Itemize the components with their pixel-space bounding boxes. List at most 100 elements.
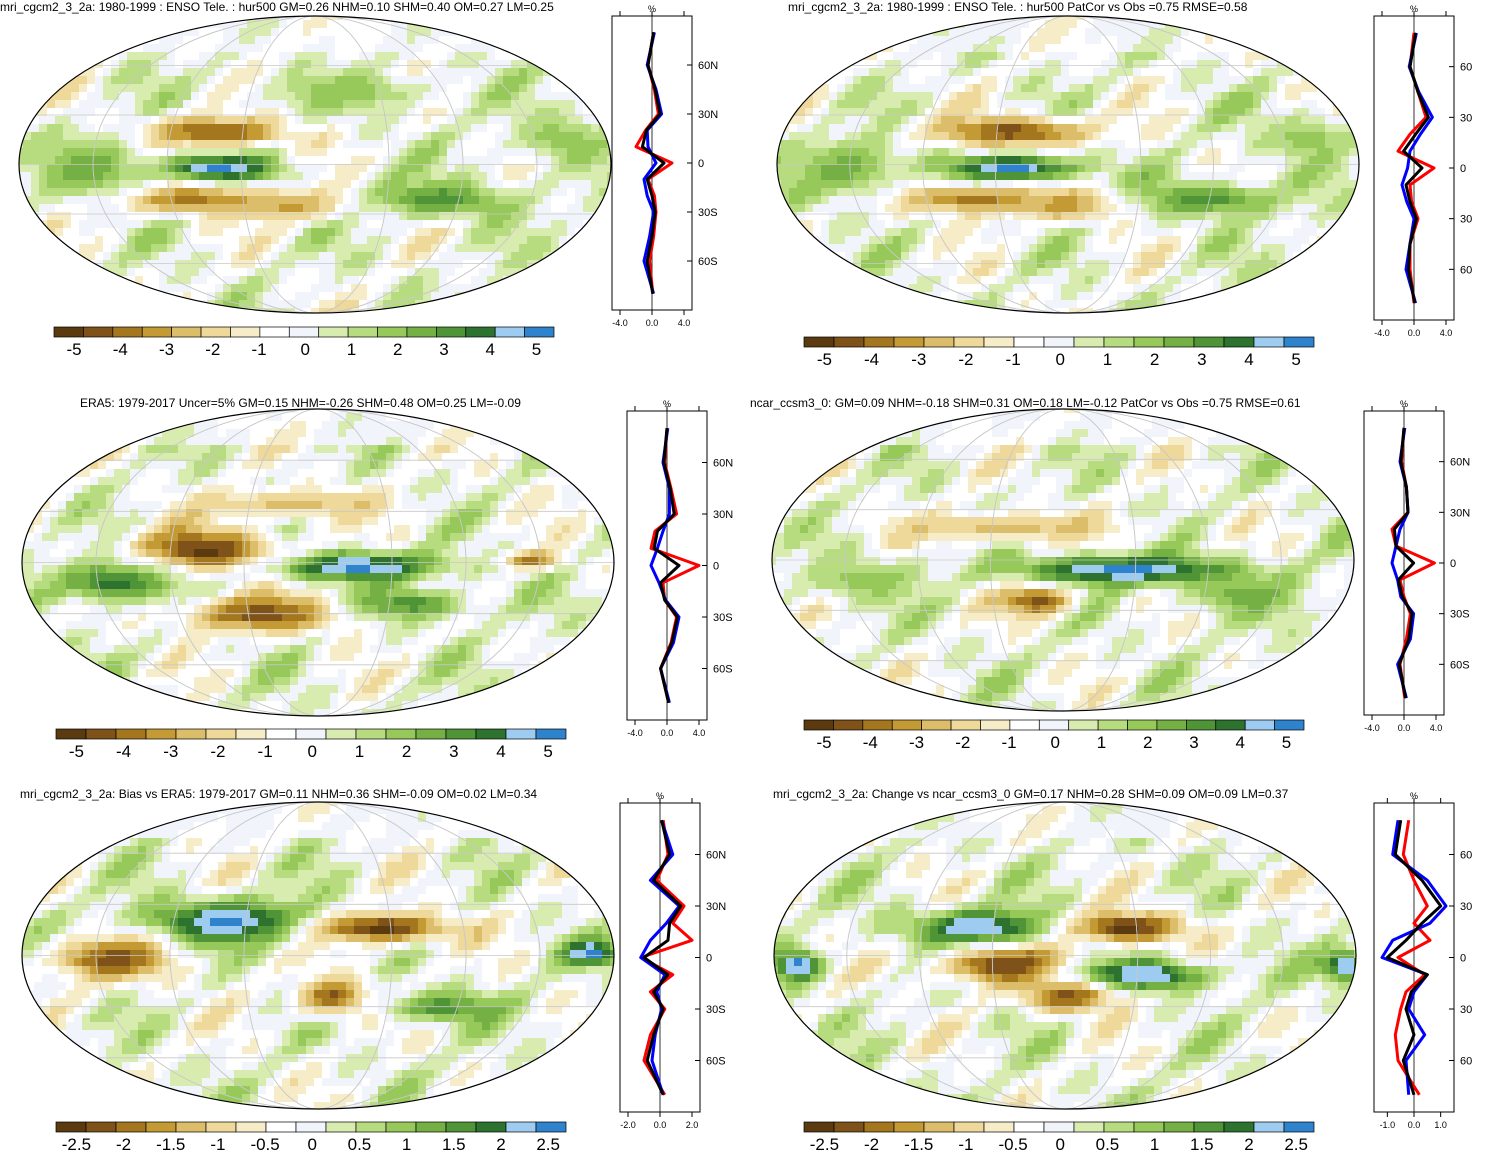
lat-tick-label: 60N bbox=[698, 60, 718, 72]
x-tick-label: 4.0 bbox=[678, 318, 691, 328]
lat-tick-label: 30 bbox=[1460, 112, 1472, 124]
colorbar-label: 1 bbox=[402, 1135, 411, 1154]
lat-tick-label: 30N bbox=[1450, 507, 1470, 519]
colorbar-swatch bbox=[1157, 720, 1186, 730]
lat-tick-label: 60 bbox=[1460, 264, 1472, 276]
colorbar-swatch bbox=[1134, 337, 1164, 347]
colorbar-label: -3 bbox=[911, 350, 926, 369]
lat-tick-label: 0 bbox=[1460, 953, 1466, 965]
colorbar-label: 3 bbox=[1189, 733, 1198, 752]
colorbar-label: -1 bbox=[1001, 733, 1016, 752]
colorbar-label: -1 bbox=[258, 742, 273, 761]
colorbar-label: 1.5 bbox=[1190, 1135, 1214, 1154]
colorbar-swatch bbox=[525, 327, 554, 337]
colorbar-swatch bbox=[266, 729, 296, 739]
colorbar-swatch bbox=[536, 1122, 566, 1132]
colorbar-swatch bbox=[833, 720, 862, 730]
x-tick-label: -4.0 bbox=[612, 318, 628, 328]
colorbar-swatch bbox=[1074, 337, 1104, 347]
x-tick-label: 0.0 bbox=[1408, 328, 1421, 338]
colorbar-label: 5 bbox=[1282, 733, 1291, 752]
colorbar-label: 5 bbox=[532, 340, 541, 359]
colorbar-label: -4 bbox=[864, 350, 879, 369]
colorbar-swatch bbox=[984, 337, 1014, 347]
colorbar-label: -5 bbox=[66, 340, 81, 359]
colorbar-swatch bbox=[86, 729, 116, 739]
lat-tick-label: 0 bbox=[706, 953, 712, 965]
colorbar-swatch bbox=[356, 1122, 386, 1132]
x-tick-label: 0.0 bbox=[1408, 1120, 1421, 1130]
colorbar-swatch bbox=[1104, 337, 1134, 347]
colorbar-label: -4 bbox=[863, 733, 878, 752]
colorbar-swatch bbox=[1014, 1122, 1044, 1132]
colorbar-swatch bbox=[56, 1122, 86, 1132]
colorbar-label: 1 bbox=[347, 340, 356, 359]
lat-tick-label: 60 bbox=[1460, 1056, 1472, 1068]
x-tick-label: 0.0 bbox=[654, 1120, 667, 1130]
colorbar-swatch bbox=[378, 327, 407, 337]
lat-tick-label: 30S bbox=[713, 612, 733, 624]
colorbar-swatch bbox=[83, 327, 112, 337]
colorbar-swatch bbox=[506, 729, 536, 739]
colorbar-swatch bbox=[206, 729, 236, 739]
colorbar-label: -0.5 bbox=[250, 1135, 279, 1154]
colorbar-label: 1 bbox=[1103, 350, 1112, 369]
colorbar-label: 1.5 bbox=[442, 1135, 466, 1154]
x-tick-label: 4.0 bbox=[1440, 328, 1453, 338]
colorbar-swatch bbox=[863, 720, 892, 730]
colorbar-swatch bbox=[984, 1122, 1014, 1132]
x-tick-label: -4.0 bbox=[1374, 328, 1390, 338]
colorbar-swatch bbox=[266, 1122, 296, 1132]
colorbar-label: 0 bbox=[1056, 350, 1065, 369]
colorbar-swatch bbox=[86, 1122, 116, 1132]
colorbar-label: 0 bbox=[301, 340, 310, 359]
colorbar-swatch bbox=[980, 720, 1009, 730]
lat-tick-label: 60S bbox=[698, 256, 718, 268]
colorbar-label: -4 bbox=[116, 742, 131, 761]
colorbar-label: 0 bbox=[308, 1135, 317, 1154]
lat-tick-label: 30N bbox=[698, 109, 718, 121]
colorbar-label: 1 bbox=[1097, 733, 1106, 752]
colorbar-label: -2 bbox=[955, 733, 970, 752]
zonal-series-line bbox=[654, 428, 679, 703]
colorbar-swatch bbox=[1284, 1122, 1314, 1132]
colorbar-label: -2.5 bbox=[810, 1135, 839, 1154]
colorbar-label: 4 bbox=[1244, 350, 1253, 369]
x-tick-label: 1.0 bbox=[1434, 1120, 1447, 1130]
colorbar-label: 2 bbox=[496, 1135, 505, 1154]
colorbar-swatch bbox=[1186, 720, 1215, 730]
colorbar-label: 1 bbox=[355, 742, 364, 761]
world-map-plot bbox=[770, 798, 1360, 1113]
colorbar-label: 2 bbox=[1143, 733, 1152, 752]
colorbar-swatch bbox=[201, 327, 230, 337]
colorbar-swatch bbox=[864, 1122, 894, 1132]
colorbar-swatch bbox=[1245, 720, 1274, 730]
colorbar-label: -1.5 bbox=[904, 1135, 933, 1154]
colorbar-swatch bbox=[236, 729, 266, 739]
colorbar-swatch bbox=[804, 1122, 834, 1132]
world-map-plot bbox=[18, 405, 618, 720]
colorbar-swatch bbox=[495, 327, 524, 337]
colorbar-swatch bbox=[386, 1122, 416, 1132]
colorbar-label: -4 bbox=[113, 340, 128, 359]
lat-tick-label: 60N bbox=[706, 850, 726, 862]
colorbar-swatch bbox=[348, 327, 377, 337]
colorbar-label: -2.5 bbox=[62, 1135, 91, 1154]
x-tick-label: 0.0 bbox=[646, 318, 659, 328]
colorbar-swatch bbox=[289, 327, 318, 337]
lat-tick-label: 30N bbox=[713, 509, 733, 521]
colorbar-swatch bbox=[1164, 1122, 1194, 1132]
colorbar-swatch bbox=[407, 327, 436, 337]
colorbar-swatch bbox=[296, 729, 326, 739]
zonal-series-line bbox=[1402, 33, 1432, 303]
x-tick-label: 2.0 bbox=[686, 1120, 699, 1130]
colorbar-swatch bbox=[1014, 337, 1044, 347]
x-tick-label: -4.0 bbox=[627, 728, 643, 738]
lat-tick-label: 30S bbox=[706, 1004, 726, 1016]
